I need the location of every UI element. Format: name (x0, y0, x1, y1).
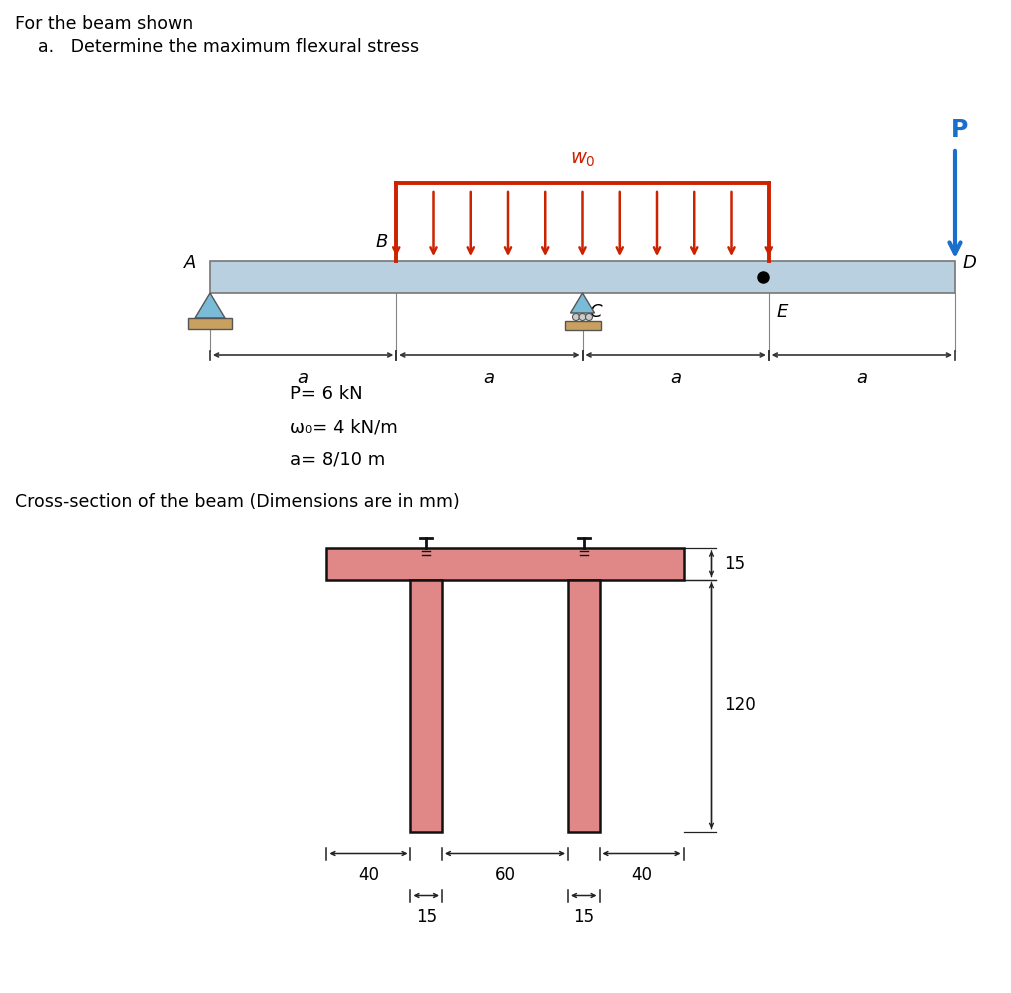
Text: 15: 15 (572, 908, 593, 925)
Text: 60: 60 (494, 866, 515, 884)
Bar (410, 580, 442, 831)
Circle shape (585, 314, 591, 321)
Text: 15: 15 (416, 908, 437, 925)
Text: B: B (375, 233, 388, 251)
Bar (564, 321, 600, 330)
Text: a.   Determine the maximum flexural stress: a. Determine the maximum flexural stress (38, 38, 419, 56)
Text: $a$: $a$ (855, 369, 867, 387)
Text: ω₀= 4 kN/m: ω₀= 4 kN/m (290, 418, 397, 436)
Text: 15: 15 (724, 555, 745, 573)
Text: P= 6 kN: P= 6 kN (290, 385, 362, 403)
Text: P: P (950, 118, 968, 142)
Text: $a$: $a$ (669, 369, 680, 387)
Bar (567, 580, 599, 831)
Bar (327, 548, 682, 580)
Text: $a$: $a$ (483, 369, 494, 387)
Text: For the beam shown: For the beam shown (15, 15, 193, 33)
Circle shape (578, 314, 585, 321)
Bar (188, 318, 232, 329)
Text: a= 8/10 m: a= 8/10 m (290, 451, 385, 469)
Text: $a$: $a$ (297, 369, 308, 387)
Text: 40: 40 (631, 866, 651, 884)
Text: A: A (183, 254, 196, 272)
Polygon shape (570, 293, 593, 313)
Text: $w_0$: $w_0$ (569, 150, 594, 169)
Bar (210, 261, 954, 293)
Circle shape (572, 314, 579, 321)
Text: D: D (962, 254, 976, 272)
Polygon shape (195, 293, 224, 318)
Text: E: E (776, 303, 788, 321)
Text: 120: 120 (724, 696, 755, 715)
Text: C: C (589, 303, 602, 321)
Text: 40: 40 (358, 866, 379, 884)
Text: Cross-section of the beam (Dimensions are in mm): Cross-section of the beam (Dimensions ar… (15, 493, 459, 511)
